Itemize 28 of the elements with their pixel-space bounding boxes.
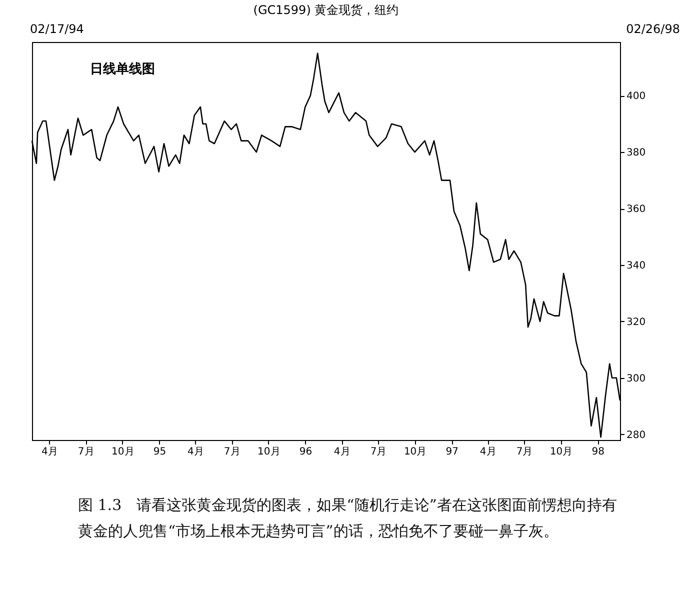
y-tick-label: 320 <box>626 316 646 328</box>
x-tick-label: 10月 <box>112 446 134 458</box>
x-tick-label: 4月 <box>334 446 350 458</box>
x-tick-label: 97 <box>446 446 458 458</box>
annotation: 日线单线图 <box>90 61 155 77</box>
y-tick-label: 340 <box>626 260 646 272</box>
x-tick-label: 4月 <box>480 446 496 458</box>
x-tick-label: 7月 <box>370 446 387 458</box>
x-tick-label: 7月 <box>224 446 240 458</box>
y-tick-label: 380 <box>626 148 646 159</box>
x-tick-label: 95 <box>153 446 166 458</box>
y-tick-label: 280 <box>626 430 646 441</box>
y-tick-label: 360 <box>626 204 646 216</box>
y-tick-label: 300 <box>626 373 646 384</box>
x-tick-label: 7月 <box>78 446 94 458</box>
x-tick-label: 10月 <box>550 446 573 458</box>
x-tick-label: 10月 <box>258 446 280 458</box>
x-tick-label: 96 <box>299 446 312 458</box>
x-tick-label: 4月 <box>42 446 58 458</box>
x-tick-label: 7月 <box>516 446 533 458</box>
text: 02/26/98 <box>626 22 680 36</box>
x-tick-label: 4月 <box>188 446 204 458</box>
text: 02/17/94 <box>30 22 84 36</box>
x-tick-label: 98 <box>592 446 604 458</box>
x-tick-label: 10月 <box>404 446 427 458</box>
chart-title: (GC1599) 黄金现货，纽约 <box>253 3 399 17</box>
y-tick-label: 400 <box>626 91 646 102</box>
caption: 图 1.3 请看这张黄金现货的图表，如果“随机行走论”者在这张图面前愣想向持有黄金的人兜售“市场上根本无趋势可言”的话，恐怕免不了要碰一鼻子灰。 <box>78 495 618 542</box>
